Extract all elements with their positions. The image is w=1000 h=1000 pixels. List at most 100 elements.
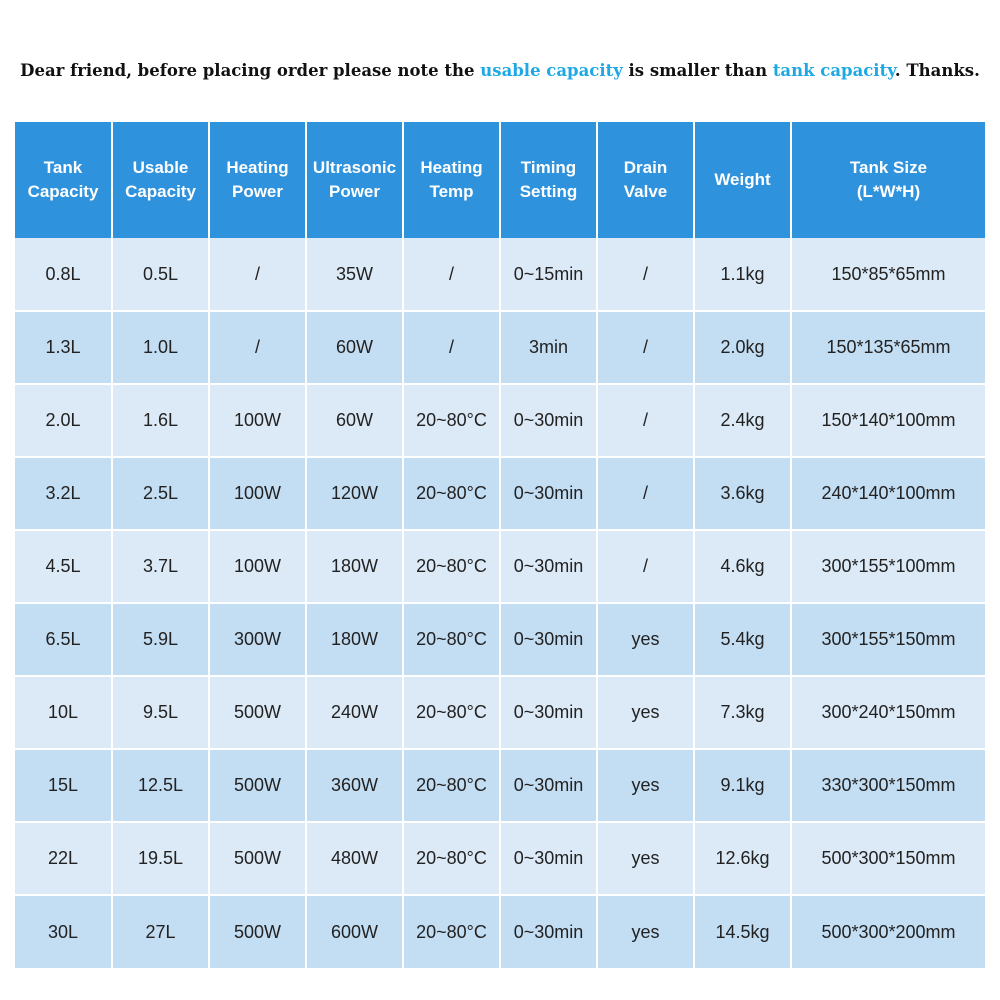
header-drain-valve-line: Valve <box>623 182 668 201</box>
header-tank-size-line: (L*W*H) <box>856 182 921 201</box>
cell-timing-setting: 0~30min <box>500 383 598 457</box>
order-notice: Dear friend, before placing order please… <box>0 56 1000 86</box>
header-heating-temp-line: Temp <box>429 182 474 201</box>
header-tank-capacity-line: Capacity <box>27 182 99 201</box>
cell-timing-setting: 0~30min <box>500 894 598 968</box>
spec-table-body: 0.8L 0.5L/35W/0~15min/1.1kg 150*85*65mm 1.3… <box>15 238 985 968</box>
table-row: 15L 12.5L 500W 360W 20~80°C 0~30min yes 9.1kg 33… <box>15 748 985 822</box>
cell-usable-capacity: 0.5L <box>112 238 210 311</box>
cell-usable-capacity: 9.5L <box>112 675 210 749</box>
cell-heating-power: 100W <box>209 456 307 530</box>
cell-tank-size: 330*300*150mm <box>791 748 985 822</box>
cell-heating-temp: 20~80°C <box>403 602 501 676</box>
header-drain-valve-line: Drain <box>623 158 668 177</box>
cell-timing-setting: 0~30min <box>500 748 598 822</box>
cell-heating-temp: 20~80°C <box>403 529 501 603</box>
header-heating-temp-line: Heating <box>420 158 483 177</box>
cell-heating-power: 300W <box>209 602 307 676</box>
cell-tank-size: 500*300*150mm <box>791 821 985 895</box>
cell-tank-capacity: 10L <box>15 675 113 749</box>
table-row: 6.5L 5.9L 300W 180W 20~80°C 0~30min yes 5.4kg 30… <box>15 602 985 676</box>
header-tank-size: Tank Size (L*W*H) <box>791 122 985 238</box>
cell-ultrasonic-power: 480W <box>306 821 404 895</box>
notice-usable-capacity: usable capacity <box>480 61 623 80</box>
cell-weight: 1.1kg <box>694 238 792 311</box>
cell-tank-size: 500*300*200mm <box>791 894 985 968</box>
cell-ultrasonic-power: 180W <box>306 602 404 676</box>
cell-tank-size: 300*240*150mm <box>791 675 985 749</box>
cell-tank-size: 150*135*65mm <box>791 310 985 384</box>
cell-usable-capacity: 1.0L <box>112 310 210 384</box>
table-row: 4.5L 3.7L 100W 180W 20~80°C 0~30min/4.6kg 300*… <box>15 529 985 603</box>
cell-tank-size: 300*155*100mm <box>791 529 985 603</box>
cell-heating-power: 500W <box>209 894 307 968</box>
header-usable-capacity: Usable Capacity <box>112 122 210 238</box>
cell-usable-capacity: 1.6L <box>112 383 210 457</box>
cell-timing-setting: 0~30min <box>500 529 598 603</box>
cell-tank-capacity: 6.5L <box>15 602 113 676</box>
table-row: 2.0L 1.6L 100W 60W 20~80°C 0~30min/2.4kg 150*1… <box>15 383 985 457</box>
header-drain-valve: Drain Valve <box>597 122 695 238</box>
cell-heating-power: / <box>209 238 307 311</box>
cell-timing-setting: 0~30min <box>500 675 598 749</box>
cell-usable-capacity: 2.5L <box>112 456 210 530</box>
header-ultrasonic-power: Ultrasonic Power <box>306 122 404 238</box>
header-heating-temp: Heating Temp <box>403 122 501 238</box>
cell-tank-capacity: 1.3L <box>15 310 113 384</box>
cell-tank-capacity: 2.0L <box>15 383 113 457</box>
cell-timing-setting: 0~30min <box>500 821 598 895</box>
cell-tank-capacity: 15L <box>15 748 113 822</box>
cell-heating-power: 100W <box>209 529 307 603</box>
cell-heating-power: 500W <box>209 748 307 822</box>
cell-drain-valve: yes <box>597 748 695 822</box>
cell-ultrasonic-power: 360W <box>306 748 404 822</box>
cell-heating-power: / <box>209 310 307 384</box>
cell-heating-temp: 20~80°C <box>403 456 501 530</box>
cell-timing-setting: 3min <box>500 310 598 384</box>
cell-tank-capacity: 22L <box>15 821 113 895</box>
table-row: 3.2L 2.5L 100W 120W 20~80°C 0~30min/3.6kg 240*… <box>15 456 985 530</box>
cell-usable-capacity: 5.9L <box>112 602 210 676</box>
header-row: Tank Capacity Usable Capacity Heating Power Ul… <box>15 122 985 238</box>
cell-usable-capacity: 12.5L <box>112 748 210 822</box>
notice-middle: is smaller than <box>622 61 773 80</box>
cell-tank-capacity: 0.8L <box>15 238 113 311</box>
cell-tank-size: 150*140*100mm <box>791 383 985 457</box>
cell-drain-valve: / <box>597 238 695 311</box>
cell-heating-temp: 20~80°C <box>403 821 501 895</box>
cell-weight: 14.5kg <box>694 894 792 968</box>
spec-table-header: Tank Capacity Usable Capacity Heating Power Ul… <box>15 122 985 238</box>
header-timing-setting-line: Timing <box>520 158 577 177</box>
cell-weight: 7.3kg <box>694 675 792 749</box>
cell-ultrasonic-power: 180W <box>306 529 404 603</box>
cell-timing-setting: 0~30min <box>500 602 598 676</box>
header-tank-capacity: Tank Capacity <box>15 122 113 238</box>
header-timing-setting-line: Setting <box>519 182 578 201</box>
cell-ultrasonic-power: 240W <box>306 675 404 749</box>
table-row: 22L 19.5L 500W 480W 20~80°C 0~30min yes 12.6kg 5… <box>15 821 985 895</box>
cell-tank-size: 300*155*150mm <box>791 602 985 676</box>
notice-prefix: Dear friend, before placing order please… <box>20 61 481 80</box>
cell-ultrasonic-power: 60W <box>306 383 404 457</box>
cell-heating-power: 100W <box>209 383 307 457</box>
header-tank-capacity-line: Tank <box>43 158 83 177</box>
header-timing-setting: Timing Setting <box>500 122 598 238</box>
notice-tank-capacity: tank capacity <box>772 61 895 80</box>
cell-timing-setting: 0~30min <box>500 456 598 530</box>
cell-drain-valve: yes <box>597 675 695 749</box>
cell-weight: 12.6kg <box>694 821 792 895</box>
cell-heating-temp: 20~80°C <box>403 675 501 749</box>
table-row: 10L 9.5L 500W 240W 20~80°C 0~30min yes 7.3kg 300… <box>15 675 985 749</box>
header-heating-power-line: Power <box>231 182 284 201</box>
header-usable-capacity-line: Usable <box>132 158 189 177</box>
cell-weight: 2.0kg <box>694 310 792 384</box>
cell-tank-size: 150*85*65mm <box>791 238 985 311</box>
cell-tank-capacity: 3.2L <box>15 456 113 530</box>
cell-weight: 2.4kg <box>694 383 792 457</box>
cell-usable-capacity: 27L <box>112 894 210 968</box>
cell-drain-valve: / <box>597 310 695 384</box>
cell-weight: 4.6kg <box>694 529 792 603</box>
cell-drain-valve: / <box>597 456 695 530</box>
header-ultrasonic-power-line: Power <box>328 182 381 201</box>
header-heating-power: Heating Power <box>209 122 307 238</box>
